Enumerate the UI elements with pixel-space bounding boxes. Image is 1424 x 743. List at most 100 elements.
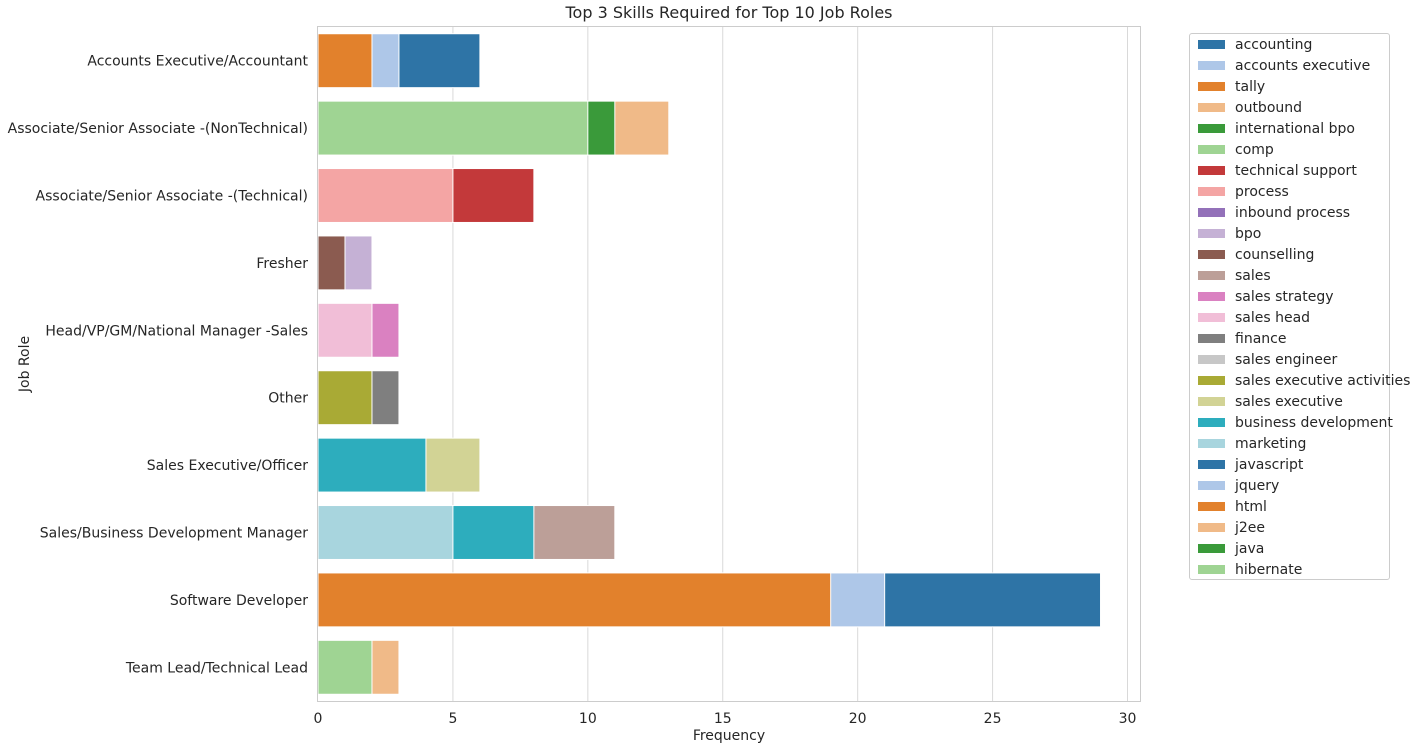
legend-label: outbound <box>1235 99 1303 116</box>
legend-label: j2ee <box>1235 519 1266 536</box>
legend-label: sales head <box>1235 309 1311 326</box>
y-tick-label: Other <box>268 391 308 407</box>
legend-item: technical support <box>1198 160 1357 181</box>
x-tick-label: 15 <box>714 711 732 727</box>
legend-item: business development <box>1198 412 1393 433</box>
legend-item: javascript <box>1198 454 1303 475</box>
legend-item: html <box>1198 496 1267 517</box>
legend-item: sales <box>1198 265 1271 286</box>
legend-label: jquery <box>1235 477 1280 494</box>
legend-item: sales strategy <box>1198 286 1334 307</box>
y-tick-label: Fresher <box>256 256 308 272</box>
y-tick-labels: Accounts Executive/Accountant Associate/S… <box>8 54 309 677</box>
legend-label: process <box>1235 183 1289 200</box>
legend-item: hibernate <box>1198 559 1302 580</box>
legend-swatch <box>1198 565 1225 574</box>
legend-item: jquery <box>1198 475 1279 496</box>
legend-swatch <box>1198 355 1225 364</box>
legend-label: sales strategy <box>1235 288 1334 305</box>
y-tick-label: Associate/Senior Associate -(Technical) <box>36 189 308 205</box>
y-tick-label: Sales/Business Development Manager <box>40 526 308 542</box>
legend-item: java <box>1198 538 1264 559</box>
legend-swatch <box>1198 460 1225 469</box>
legend-item: inbound process <box>1198 202 1350 223</box>
bar <box>317 100 589 156</box>
legend-item: accounts executive <box>1198 55 1370 76</box>
legend-label: javascript <box>1235 456 1304 473</box>
legend-label: technical support <box>1235 162 1357 179</box>
legend-swatch <box>1198 103 1225 112</box>
legend-label: inbound process <box>1235 204 1351 221</box>
bar <box>317 639 373 695</box>
y-tick-label: Software Developer <box>170 593 308 609</box>
y-tick-label: Sales Executive/Officer <box>147 458 308 474</box>
x-tick-label: 25 <box>984 711 1002 727</box>
legend-label: sales executive <box>1235 393 1343 410</box>
legend-label: finance <box>1235 330 1287 347</box>
x-tick-label: 10 <box>579 711 597 727</box>
legend-swatch <box>1198 334 1225 343</box>
legend-label: java <box>1235 540 1265 557</box>
legend-item: sales executive activities <box>1198 370 1410 391</box>
plot-frame <box>317 26 1141 702</box>
legend-item: international bpo <box>1198 118 1355 139</box>
legend-swatch <box>1198 544 1225 553</box>
legend-swatch <box>1198 292 1225 301</box>
legend-item: outbound <box>1198 97 1302 118</box>
legend-item: finance <box>1198 328 1286 349</box>
legend-item: sales engineer <box>1198 349 1337 370</box>
bar <box>317 33 373 89</box>
legend-label: hibernate <box>1235 561 1303 578</box>
legend-swatch <box>1198 502 1225 511</box>
bar <box>317 437 427 493</box>
legend-swatch <box>1198 82 1225 91</box>
legend-label: html <box>1235 498 1267 515</box>
bar <box>317 572 832 628</box>
bar <box>317 370 373 426</box>
x-tick-label: 30 <box>1119 711 1137 727</box>
legend-label: accounts executive <box>1235 57 1371 74</box>
bars <box>317 33 1102 695</box>
legend-swatch <box>1198 250 1225 259</box>
legend-label: comp <box>1235 141 1274 158</box>
chart-title: Top 3 Skills Required for Top 10 Job Rol… <box>564 3 892 22</box>
legend-item: sales head <box>1198 307 1310 328</box>
legend-swatch <box>1198 418 1225 427</box>
y-axis-label: Job Role <box>17 336 33 393</box>
x-tick-label: 20 <box>849 711 867 727</box>
legend-swatch <box>1198 61 1225 70</box>
legend-swatch <box>1198 397 1225 406</box>
bar <box>317 302 373 358</box>
legend-swatch <box>1198 166 1225 175</box>
legend-swatch <box>1198 40 1225 49</box>
legend-swatch <box>1198 481 1225 490</box>
legend-item: sales executive <box>1198 391 1343 412</box>
legend-swatch <box>1198 124 1225 133</box>
x-tick-label: 0 <box>314 711 323 727</box>
legend-item: marketing <box>1198 433 1306 454</box>
legend-label: accounting <box>1235 36 1313 53</box>
x-tick-label: 5 <box>448 711 457 727</box>
legend-item: process <box>1198 181 1289 202</box>
legend-swatch <box>1198 208 1225 217</box>
y-tick-label: Head/VP/GM/National Manager -Sales <box>45 323 308 339</box>
legend-swatch <box>1198 145 1225 154</box>
x-axis-label: Frequency <box>693 728 765 743</box>
legend-item: bpo <box>1198 223 1261 244</box>
legend-swatch <box>1198 313 1225 322</box>
legend-swatch <box>1198 439 1225 448</box>
legend-label: bpo <box>1235 225 1262 242</box>
legend-item: accounting <box>1198 34 1312 55</box>
x-tick-labels: 0 5 10 15 20 25 30 <box>314 711 1137 727</box>
legend-label: sales executive activities <box>1235 372 1411 389</box>
legend-label: counselling <box>1235 246 1315 263</box>
legend-swatch <box>1198 271 1225 280</box>
legend-label: tally <box>1235 78 1266 95</box>
legend-label: sales <box>1235 267 1271 284</box>
legend-swatch <box>1198 187 1225 196</box>
y-tick-label: Team Lead/Technical Lead <box>125 660 308 676</box>
legend-label: business development <box>1235 414 1393 431</box>
legend-item: j2ee <box>1198 517 1265 538</box>
legend: accounting accounts executive tally outboun… <box>1189 33 1410 580</box>
legend-label: international bpo <box>1235 120 1355 137</box>
